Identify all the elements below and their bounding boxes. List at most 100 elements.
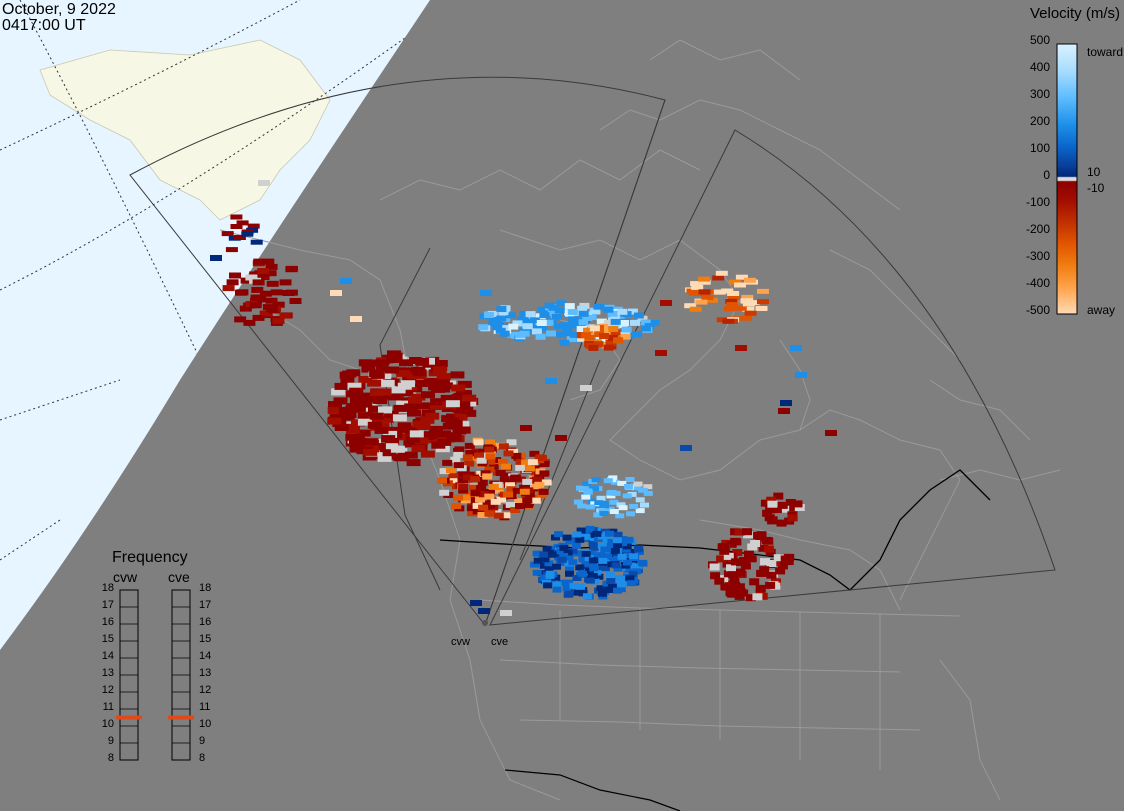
velocity-cell	[629, 503, 639, 509]
velocity-cell	[755, 589, 766, 597]
velocity-cell	[722, 318, 735, 324]
frequency-bars	[116, 589, 194, 761]
velocity-cell	[477, 479, 488, 486]
velocity-cell	[583, 327, 594, 334]
velocity-cell	[637, 315, 648, 322]
velocity-cell	[613, 337, 624, 344]
velocity-cell	[270, 289, 283, 296]
velocity-cell	[511, 452, 522, 459]
velocity-cell	[552, 586, 562, 593]
velocity-cell	[552, 563, 561, 570]
velocity-cell	[545, 549, 555, 556]
velocity-cell	[607, 583, 617, 590]
velocity-cell	[726, 302, 739, 308]
velocity-cell	[582, 481, 592, 487]
velocity-cell	[735, 274, 748, 280]
legend-minus10-label: -10	[1087, 181, 1105, 195]
velocity-cell	[621, 326, 632, 333]
velocity-cell	[554, 531, 564, 538]
velocity-cell	[522, 478, 533, 485]
velocity-cell	[606, 578, 616, 584]
velocity-cell	[623, 566, 633, 573]
velocity-cell	[574, 322, 585, 329]
velocity-cell	[515, 459, 526, 466]
velocity-cell	[446, 432, 461, 440]
velocity-cell	[532, 569, 542, 576]
velocity-cell	[391, 386, 406, 394]
velocity-cell	[415, 402, 430, 410]
velocity-cell	[500, 512, 511, 519]
velocity-cell	[446, 467, 456, 474]
velocity-cell	[272, 301, 285, 308]
velocity-cell	[755, 306, 768, 311]
velocity-cell	[425, 412, 440, 420]
velocity-cell	[464, 460, 475, 467]
frequency-tick-label: 10	[101, 718, 114, 730]
velocity-cell	[566, 336, 577, 343]
velocity-cell	[582, 315, 593, 321]
velocity-cell	[544, 560, 554, 567]
velocity-cell	[590, 308, 601, 315]
velocity-tick-label: -400	[1025, 276, 1050, 290]
velocity-cell	[585, 577, 595, 584]
velocity-cell	[734, 282, 746, 288]
velocity-cell	[609, 499, 619, 505]
velocity-cell	[493, 512, 504, 519]
velocity-cell	[495, 470, 506, 476]
velocity-cell	[660, 300, 672, 306]
velocity-cell	[617, 308, 628, 315]
velocity-cell	[509, 475, 520, 482]
velocity-cell	[222, 285, 235, 292]
velocity-cell	[730, 537, 741, 545]
velocity-cell	[252, 314, 265, 321]
velocity-cell	[405, 435, 420, 443]
velocity-cell	[250, 239, 263, 245]
velocity-cell	[404, 403, 419, 411]
velocity-cell	[640, 325, 651, 332]
velocity-cell	[596, 552, 605, 559]
velocity-cell	[450, 371, 465, 379]
frequency-tick-label: 18	[101, 582, 114, 594]
velocity-cell	[359, 414, 374, 422]
velocity-cell	[756, 569, 767, 577]
velocity-tick-label: -200	[1025, 222, 1050, 236]
velocity-cell	[689, 306, 702, 312]
velocity-cell	[470, 490, 481, 497]
velocity-cell	[356, 429, 371, 437]
frequency-tick-label: 12	[101, 684, 114, 696]
frequency-tick-label: 13	[101, 667, 114, 679]
velocity-cell	[581, 550, 591, 557]
velocity-cell	[565, 570, 574, 577]
velocity-cell	[607, 310, 618, 317]
velocity-cell	[559, 339, 570, 346]
velocity-cell	[370, 389, 384, 397]
velocity-cell	[440, 394, 455, 402]
velocity-cell	[496, 496, 506, 503]
velocity-cell	[464, 442, 475, 449]
velocity-cell	[605, 571, 615, 578]
velocity-cell	[478, 491, 489, 498]
velocity-cell	[492, 324, 503, 331]
velocity-cell	[347, 382, 362, 390]
velocity-cell	[730, 581, 741, 589]
velocity-cell	[531, 328, 542, 335]
velocity-cell	[496, 315, 507, 322]
velocity-cell	[539, 312, 550, 319]
velocity-cell	[624, 536, 634, 543]
velocity-cell	[735, 569, 746, 577]
velocity-cell	[351, 435, 365, 443]
velocity-cell	[378, 388, 392, 396]
velocity-cell	[755, 534, 766, 542]
frequency-tick-label: 13	[199, 667, 212, 679]
frequency-radar-name: cvw	[113, 569, 138, 585]
velocity-cell	[616, 575, 625, 582]
velocity-cell	[718, 543, 729, 551]
velocity-cell	[432, 366, 447, 374]
velocity-cell	[236, 220, 249, 226]
velocity-cell	[552, 581, 562, 588]
velocity-cell	[732, 549, 743, 556]
velocity-cell	[742, 301, 755, 307]
velocity-cell	[532, 550, 542, 557]
velocity-cells	[210, 180, 837, 616]
velocity-cell	[367, 379, 382, 387]
